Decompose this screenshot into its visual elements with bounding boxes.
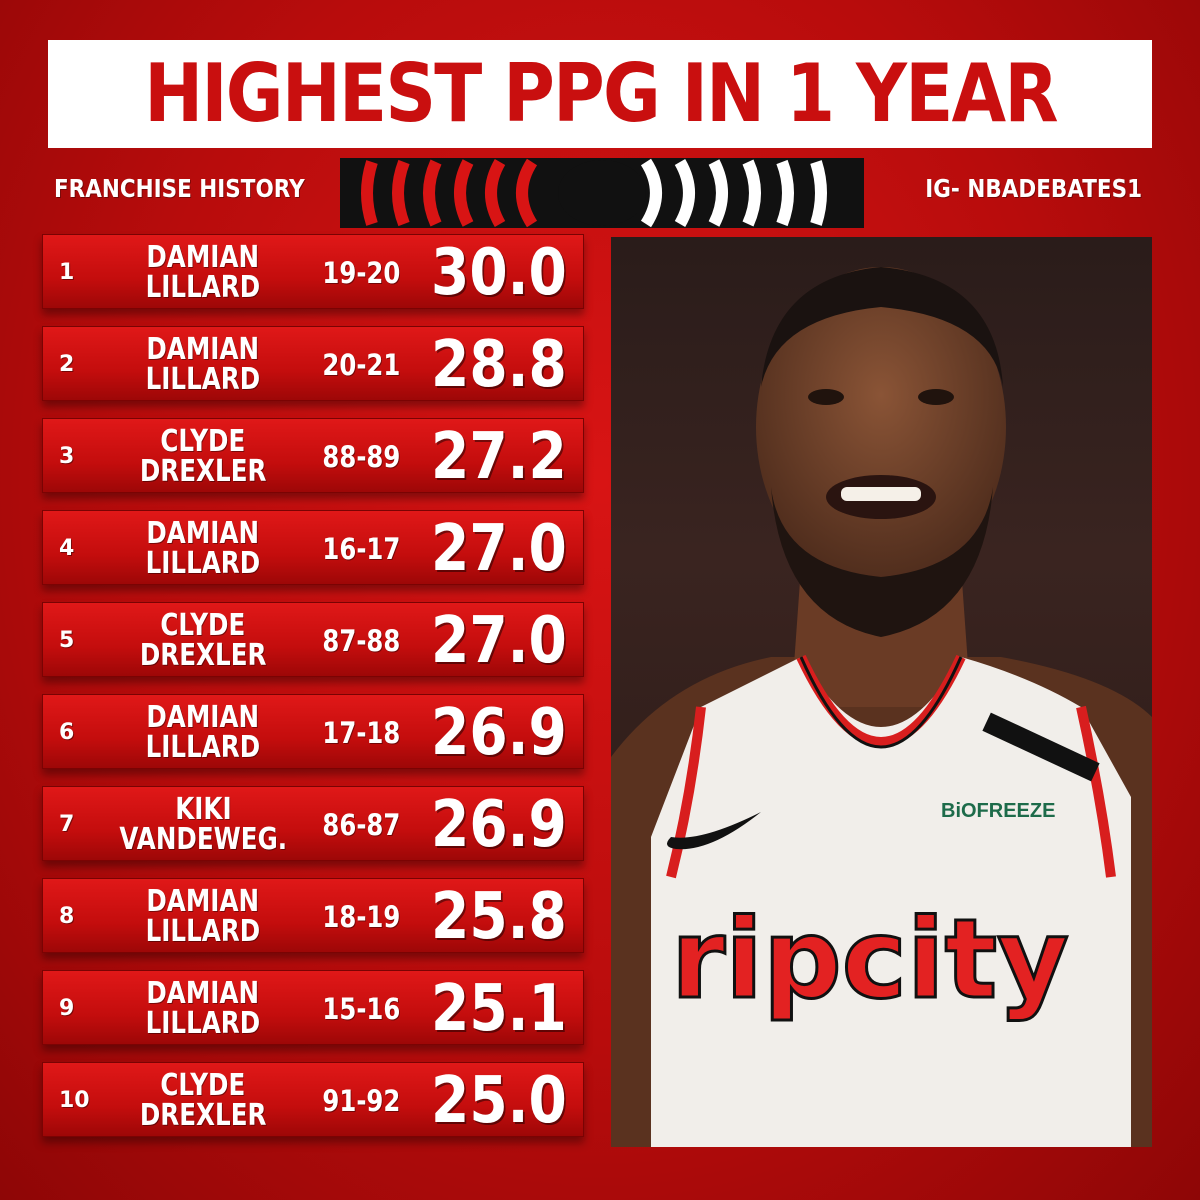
list-item: 1 DAMIAN LILLARD 19-20 30.0 xyxy=(42,234,584,310)
player-name: DAMIAN LILLARD xyxy=(145,975,261,1041)
player-name: DAMIAN LILLARD xyxy=(145,699,261,765)
rank-number: 5 xyxy=(59,628,75,653)
season: 17-18 xyxy=(322,715,400,750)
title-banner: HIGHEST PPG IN 1 YEAR xyxy=(48,40,1152,148)
rank-number: 1 xyxy=(59,260,75,285)
season: 88-89 xyxy=(322,439,400,474)
list-item: 8 DAMIAN LILLARD 18-19 25.8 xyxy=(42,878,584,954)
infographic: HIGHEST PPG IN 1 YEAR FRANCHISE HISTORY … xyxy=(40,40,1160,1160)
player-photo: BiOFREEZE ripcity xyxy=(611,237,1152,1147)
rank-number: 10 xyxy=(59,1088,90,1113)
list-item: 10 CLYDE DREXLER 91-92 25.0 xyxy=(42,1062,584,1138)
rank-number: 4 xyxy=(59,536,75,561)
page-title: HIGHEST PPG IN 1 YEAR xyxy=(143,47,1058,140)
player-name: KIKI VANDEWEG. xyxy=(119,791,287,857)
rank-number: 3 xyxy=(59,444,75,469)
season: 16-17 xyxy=(322,531,400,566)
social-handle: IG- NBADEBATES1 xyxy=(925,174,1142,203)
rank-number: 9 xyxy=(59,996,75,1021)
list-item: 7 KIKI VANDEWEG. 86-87 26.9 xyxy=(42,786,584,862)
ppg-value: 25.0 xyxy=(431,1063,567,1138)
rank-number: 7 xyxy=(59,812,75,837)
season: 20-21 xyxy=(322,347,400,382)
ppg-value: 25.1 xyxy=(431,971,567,1046)
sponsor-patch: BiOFREEZE xyxy=(941,800,1055,822)
player-name: CLYDE DREXLER xyxy=(139,423,267,489)
season: 15-16 xyxy=(322,991,400,1026)
player-name: DAMIAN LILLARD xyxy=(145,883,261,949)
ppg-value: 28.8 xyxy=(431,327,567,402)
player-name: CLYDE DREXLER xyxy=(139,607,267,673)
player-name: DAMIAN LILLARD xyxy=(145,239,261,305)
rank-number: 8 xyxy=(59,904,75,929)
ppg-value: 26.9 xyxy=(431,787,567,862)
ranking-list: 1 DAMIAN LILLARD 19-20 30.0 2 DAMIAN LILLA… xyxy=(42,234,584,1154)
list-item: 3 CLYDE DREXLER 88-89 27.2 xyxy=(42,418,584,494)
ppg-value: 27.0 xyxy=(431,511,567,586)
player-name: CLYDE DREXLER xyxy=(139,1067,267,1133)
player-illustration: BiOFREEZE ripcity xyxy=(611,267,1152,1147)
ppg-value: 30.0 xyxy=(431,235,567,310)
season: 87-88 xyxy=(322,623,400,658)
list-item: 5 CLYDE DREXLER 87-88 27.0 xyxy=(42,602,584,678)
ppg-value: 25.8 xyxy=(431,879,567,954)
list-item: 6 DAMIAN LILLARD 17-18 26.9 xyxy=(42,694,584,770)
rank-number: 2 xyxy=(59,352,75,377)
season: 86-87 xyxy=(322,807,400,842)
pinwheel-logo-icon xyxy=(340,158,864,228)
list-item: 2 DAMIAN LILLARD 20-21 28.8 xyxy=(42,326,584,402)
season: 18-19 xyxy=(322,899,400,934)
ppg-value: 27.2 xyxy=(431,419,567,494)
rank-number: 6 xyxy=(59,720,75,745)
subtitle: FRANCHISE HISTORY xyxy=(54,174,305,203)
jersey-wordmark: ripcity xyxy=(671,895,1069,1023)
list-item: 4 DAMIAN LILLARD 16-17 27.0 xyxy=(42,510,584,586)
list-item: 9 DAMIAN LILLARD 15-16 25.1 xyxy=(42,970,584,1046)
ppg-value: 27.0 xyxy=(431,603,567,678)
ppg-value: 26.9 xyxy=(431,695,567,770)
season: 91-92 xyxy=(322,1083,400,1118)
player-name: DAMIAN LILLARD xyxy=(145,515,261,581)
season: 19-20 xyxy=(322,255,400,290)
player-name: DAMIAN LILLARD xyxy=(145,331,261,397)
